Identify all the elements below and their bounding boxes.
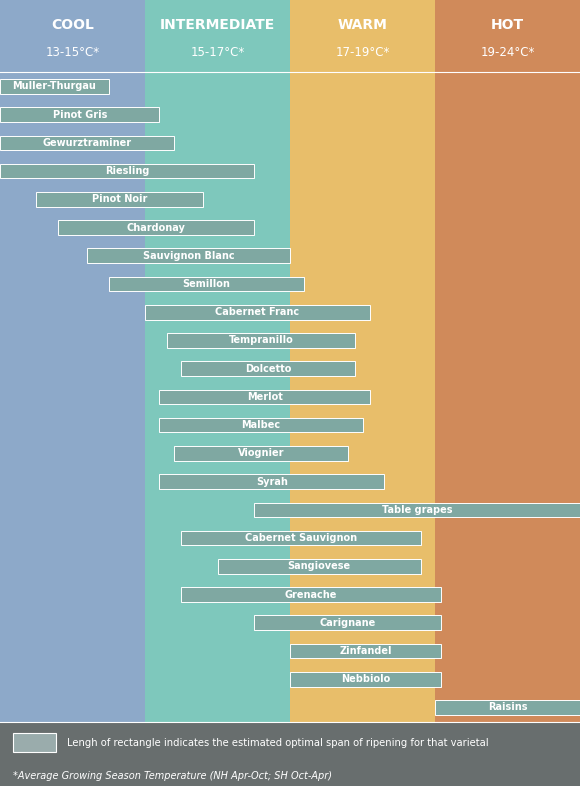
Text: Dolcetto: Dolcetto <box>245 364 291 373</box>
Bar <box>435 72 580 722</box>
Bar <box>13 733 56 752</box>
Text: 17-19°C*: 17-19°C* <box>335 46 390 59</box>
Text: 19-24°C*: 19-24°C* <box>480 46 535 59</box>
Bar <box>181 362 355 376</box>
Bar <box>0 135 174 150</box>
Bar <box>0 72 145 722</box>
Bar <box>58 220 254 235</box>
Bar <box>290 0 435 72</box>
Text: *Average Growing Season Temperature (NH Apr-Oct; SH Oct-Apr): *Average Growing Season Temperature (NH … <box>13 771 332 781</box>
Bar <box>160 474 385 489</box>
Text: Carignane: Carignane <box>319 618 375 628</box>
Text: COOL: COOL <box>51 18 94 32</box>
Bar <box>160 390 370 404</box>
Text: 13-15°C*: 13-15°C* <box>45 46 100 59</box>
Text: Cabernet Franc: Cabernet Franc <box>215 307 299 318</box>
Bar <box>218 559 420 574</box>
Bar <box>0 79 109 94</box>
Bar <box>160 418 362 432</box>
Text: Raisins: Raisins <box>488 703 527 712</box>
Text: Cabernet Sauvignon: Cabernet Sauvignon <box>245 533 357 543</box>
Bar <box>174 446 348 461</box>
Text: Muller-Thurgau: Muller-Thurgau <box>12 82 96 91</box>
Bar <box>435 0 580 72</box>
Text: Pinot Noir: Pinot Noir <box>92 194 147 204</box>
Text: Tempranillo: Tempranillo <box>229 336 293 346</box>
Bar <box>145 305 370 320</box>
Bar <box>36 192 203 207</box>
Text: Gewurztraminer: Gewurztraminer <box>42 138 132 148</box>
Bar <box>0 163 254 178</box>
Bar <box>290 644 441 659</box>
Text: Zinfandel: Zinfandel <box>339 646 392 656</box>
Text: Viognier: Viognier <box>238 448 284 458</box>
Text: Merlot: Merlot <box>246 392 282 402</box>
Bar <box>254 615 441 630</box>
Text: Lengh of rectangle indicates the estimated optimal span of ripening for that var: Lengh of rectangle indicates the estimat… <box>67 738 488 747</box>
Text: Chardonay: Chardonay <box>126 222 186 233</box>
Text: Malbec: Malbec <box>241 421 281 430</box>
Bar <box>0 0 145 72</box>
Bar <box>254 502 580 517</box>
Bar <box>145 72 290 722</box>
Bar <box>87 248 290 263</box>
Bar <box>290 72 435 722</box>
Text: WARM: WARM <box>338 18 387 32</box>
Text: INTERMEDIATE: INTERMEDIATE <box>160 18 275 32</box>
Text: Grenache: Grenache <box>285 590 337 600</box>
Text: Table grapes: Table grapes <box>382 505 452 515</box>
Text: Sangiovese: Sangiovese <box>288 561 350 571</box>
Bar <box>145 0 290 72</box>
Text: Syrah: Syrah <box>256 476 288 487</box>
Text: Nebbiolo: Nebbiolo <box>341 674 390 684</box>
Bar <box>167 333 355 348</box>
Text: Pinot Gris: Pinot Gris <box>53 110 107 119</box>
Bar <box>109 277 304 292</box>
Text: Sauvignon Blanc: Sauvignon Blanc <box>143 251 234 261</box>
Bar <box>181 531 420 545</box>
Text: HOT: HOT <box>491 18 524 32</box>
Bar <box>181 587 441 602</box>
Text: Riesling: Riesling <box>104 166 149 176</box>
Bar <box>0 108 160 122</box>
Bar <box>290 672 441 686</box>
Bar <box>435 700 580 714</box>
Text: Semillon: Semillon <box>183 279 231 289</box>
Text: 15-17°C*: 15-17°C* <box>190 46 245 59</box>
